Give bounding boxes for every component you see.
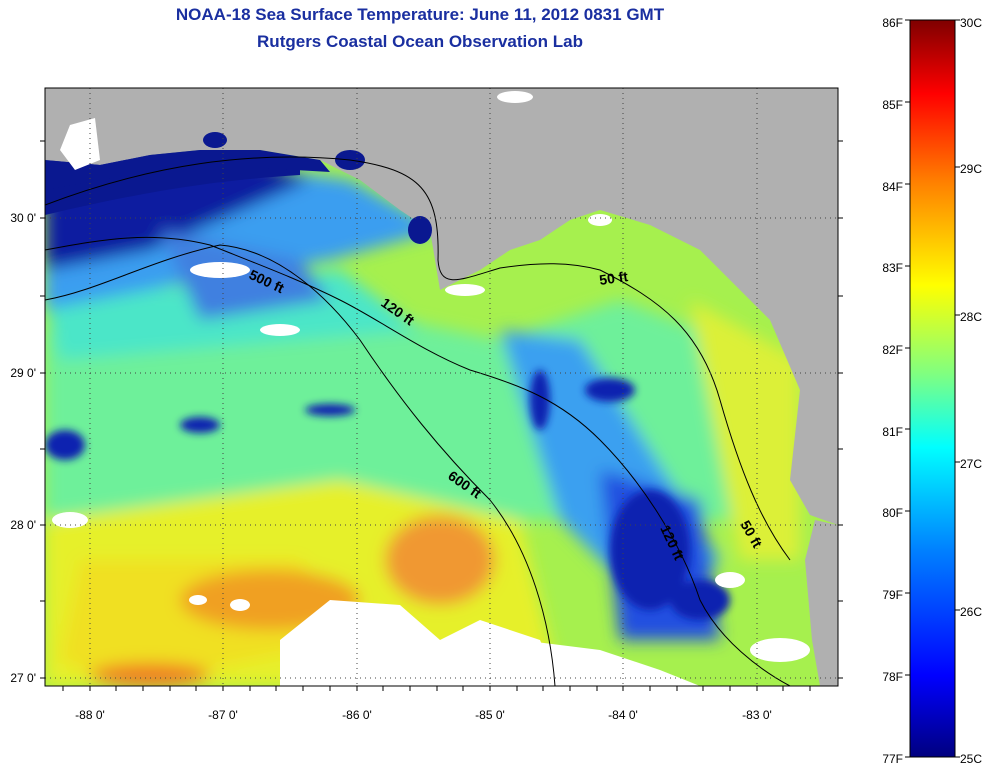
land-area — [45, 88, 838, 525]
colorbar-c-label: 25C — [960, 752, 982, 766]
map-subtitle: Rutgers Coastal Ocean Observation Lab — [257, 32, 583, 51]
colorbar-gradient — [909, 19, 956, 758]
colorbar-f-label: 80F — [882, 506, 903, 520]
colorbar-f-label: 82F — [882, 343, 903, 357]
colorbar-f-label: 77F — [882, 752, 903, 766]
lon-tick-label: -86 0' — [342, 708, 372, 722]
colorbar-f-label: 85F — [882, 98, 903, 112]
colorbar-f-label: 84F — [882, 180, 903, 194]
colorbar-f-label: 86F — [882, 16, 903, 30]
lat-tick-label: 28 0' — [10, 518, 36, 532]
colorbar-c-label: 28C — [960, 310, 982, 324]
colorbar: 86F 85F 84F 83F 82F 81F 80F 79F 78F 77F … — [882, 16, 982, 766]
lon-tick-label: -84 0' — [608, 708, 638, 722]
colorbar-c-label: 26C — [960, 605, 982, 619]
lat-tick-label: 27 0' — [10, 671, 36, 685]
map-title: NOAA-18 Sea Surface Temperature: June 11… — [175, 5, 665, 24]
colorbar-c-label: 27C — [960, 457, 982, 471]
colorbar-f-label: 79F — [882, 588, 903, 602]
lat-tick-label: 29 0' — [10, 366, 36, 380]
lon-tick-label: -83 0' — [742, 708, 772, 722]
colorbar-f-label: 83F — [882, 261, 903, 275]
colorbar-f-label: 78F — [882, 670, 903, 684]
colorbar-c-label: 30C — [960, 16, 982, 30]
colorbar-c-label: 29C — [960, 162, 982, 176]
lon-tick-label: -85 0' — [475, 708, 505, 722]
map-frame — [44, 87, 839, 687]
isobath-label: 50 ft — [598, 268, 629, 288]
colorbar-f-label: 81F — [882, 425, 903, 439]
lon-tick-label: -87 0' — [208, 708, 238, 722]
lon-tick-label: -88 0' — [75, 708, 105, 722]
lat-tick-label: 30 0' — [10, 211, 36, 225]
